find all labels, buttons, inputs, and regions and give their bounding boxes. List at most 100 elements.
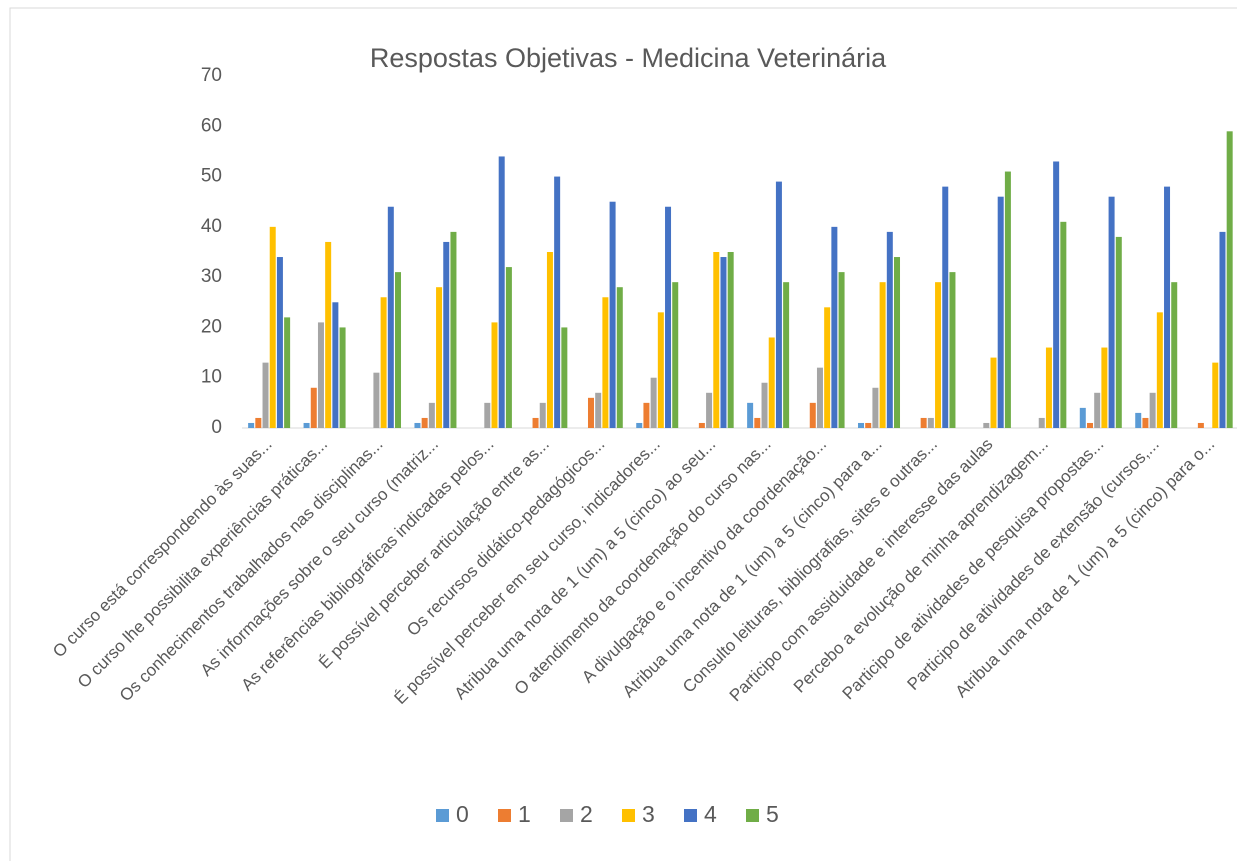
bar bbox=[380, 297, 387, 428]
legend-label: 2 bbox=[580, 801, 593, 827]
bar bbox=[1164, 186, 1171, 428]
bar bbox=[865, 422, 872, 428]
bar bbox=[1004, 171, 1011, 429]
bar bbox=[373, 372, 380, 428]
y-tick-label: 30 bbox=[201, 266, 222, 287]
bar bbox=[284, 317, 291, 428]
legend-swatch bbox=[746, 809, 759, 822]
bar bbox=[421, 417, 428, 428]
bar bbox=[387, 206, 394, 428]
bar bbox=[927, 417, 934, 428]
bar bbox=[1045, 347, 1052, 428]
legend-swatch bbox=[560, 809, 573, 822]
bar bbox=[317, 322, 324, 428]
bar bbox=[949, 272, 956, 428]
bar bbox=[414, 422, 421, 428]
bar bbox=[1149, 392, 1156, 428]
legend-swatch bbox=[436, 809, 449, 822]
legend-label: 5 bbox=[766, 801, 779, 827]
bar bbox=[1115, 236, 1122, 428]
bar bbox=[942, 186, 949, 428]
bar bbox=[665, 206, 672, 428]
legend-swatch bbox=[684, 809, 697, 822]
bar bbox=[727, 252, 734, 428]
bar bbox=[602, 297, 609, 428]
bar bbox=[643, 402, 650, 428]
bar bbox=[920, 417, 927, 428]
bar bbox=[325, 241, 332, 428]
legend-label: 1 bbox=[518, 801, 531, 827]
bar bbox=[546, 252, 553, 428]
bar bbox=[276, 257, 283, 428]
y-tick-label: 0 bbox=[211, 417, 222, 438]
y-tick-label: 10 bbox=[201, 367, 222, 388]
bar bbox=[332, 302, 339, 428]
bar bbox=[310, 387, 317, 428]
y-tick-label: 40 bbox=[201, 216, 222, 237]
bar bbox=[339, 327, 346, 428]
bar bbox=[1094, 392, 1101, 428]
bar bbox=[1226, 131, 1233, 429]
bar bbox=[872, 387, 879, 428]
bar bbox=[1108, 196, 1115, 428]
bar bbox=[450, 231, 457, 428]
bar bbox=[824, 307, 831, 428]
y-tick-label: 60 bbox=[201, 115, 222, 136]
bar bbox=[491, 322, 498, 428]
bar bbox=[609, 201, 616, 428]
bar bbox=[1060, 221, 1067, 428]
bar bbox=[436, 287, 443, 428]
chart-frame bbox=[9, 7, 1237, 861]
bar bbox=[505, 267, 512, 428]
bar bbox=[443, 241, 450, 428]
legend-label: 0 bbox=[456, 801, 469, 827]
bar bbox=[983, 422, 990, 428]
bar bbox=[1053, 161, 1060, 428]
bar bbox=[706, 392, 713, 428]
bar bbox=[672, 282, 679, 428]
bar bbox=[747, 402, 754, 428]
bar bbox=[1135, 412, 1142, 428]
bar bbox=[657, 312, 664, 428]
y-tick-label: 70 bbox=[201, 65, 222, 86]
bar bbox=[816, 367, 823, 428]
bar bbox=[886, 231, 893, 428]
bar bbox=[595, 392, 602, 428]
bar bbox=[498, 156, 505, 428]
bar bbox=[1197, 422, 1204, 428]
bar bbox=[990, 357, 997, 428]
bar bbox=[831, 226, 838, 428]
bar bbox=[428, 402, 435, 428]
y-tick-label: 50 bbox=[201, 166, 222, 187]
legend-label: 3 bbox=[642, 801, 655, 827]
legend-swatch bbox=[622, 809, 635, 822]
y-tick-label: 20 bbox=[201, 316, 222, 337]
bar bbox=[1038, 417, 1045, 428]
bar bbox=[554, 176, 561, 428]
bar bbox=[532, 417, 539, 428]
bar bbox=[761, 382, 768, 428]
bar bbox=[809, 402, 816, 428]
bar bbox=[636, 422, 643, 428]
bar bbox=[720, 257, 727, 428]
legend-label: 4 bbox=[704, 801, 717, 827]
bar bbox=[1101, 347, 1108, 428]
bar bbox=[783, 282, 790, 428]
bar bbox=[1156, 312, 1163, 428]
bar bbox=[262, 362, 269, 428]
bar bbox=[698, 422, 705, 428]
bar bbox=[838, 272, 845, 428]
bar bbox=[768, 337, 775, 428]
bar bbox=[616, 287, 623, 428]
bar bbox=[587, 397, 594, 428]
bar bbox=[879, 282, 886, 428]
bar bbox=[713, 252, 720, 428]
bar bbox=[1219, 231, 1226, 428]
bar bbox=[1171, 282, 1178, 428]
bar bbox=[255, 417, 262, 428]
bar bbox=[650, 377, 657, 428]
bar bbox=[269, 226, 276, 428]
bar bbox=[775, 181, 782, 428]
bar bbox=[484, 402, 491, 428]
